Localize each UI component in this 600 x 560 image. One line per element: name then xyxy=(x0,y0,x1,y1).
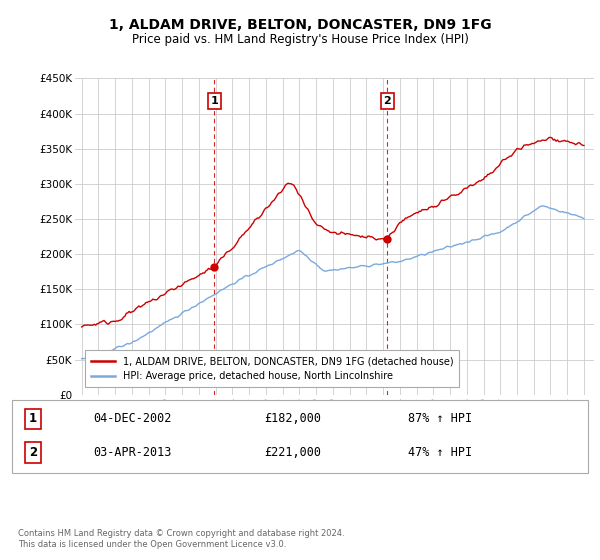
Text: 2: 2 xyxy=(383,96,391,106)
Legend: 1, ALDAM DRIVE, BELTON, DONCASTER, DN9 1FG (detached house), HPI: Average price,: 1, ALDAM DRIVE, BELTON, DONCASTER, DN9 1… xyxy=(85,350,460,387)
Text: 1: 1 xyxy=(29,412,37,426)
Text: 87% ↑ HPI: 87% ↑ HPI xyxy=(408,412,472,426)
Text: 1, ALDAM DRIVE, BELTON, DONCASTER, DN9 1FG: 1, ALDAM DRIVE, BELTON, DONCASTER, DN9 1… xyxy=(109,18,491,32)
Text: 1: 1 xyxy=(211,96,218,106)
Text: £221,000: £221,000 xyxy=(264,446,321,459)
Text: 03-APR-2013: 03-APR-2013 xyxy=(93,446,172,459)
Text: 47% ↑ HPI: 47% ↑ HPI xyxy=(408,446,472,459)
Text: 2: 2 xyxy=(29,446,37,459)
Text: £182,000: £182,000 xyxy=(264,412,321,426)
Text: Contains HM Land Registry data © Crown copyright and database right 2024.
This d: Contains HM Land Registry data © Crown c… xyxy=(18,529,344,549)
Text: Price paid vs. HM Land Registry's House Price Index (HPI): Price paid vs. HM Land Registry's House … xyxy=(131,32,469,46)
Text: 04-DEC-2002: 04-DEC-2002 xyxy=(93,412,172,426)
